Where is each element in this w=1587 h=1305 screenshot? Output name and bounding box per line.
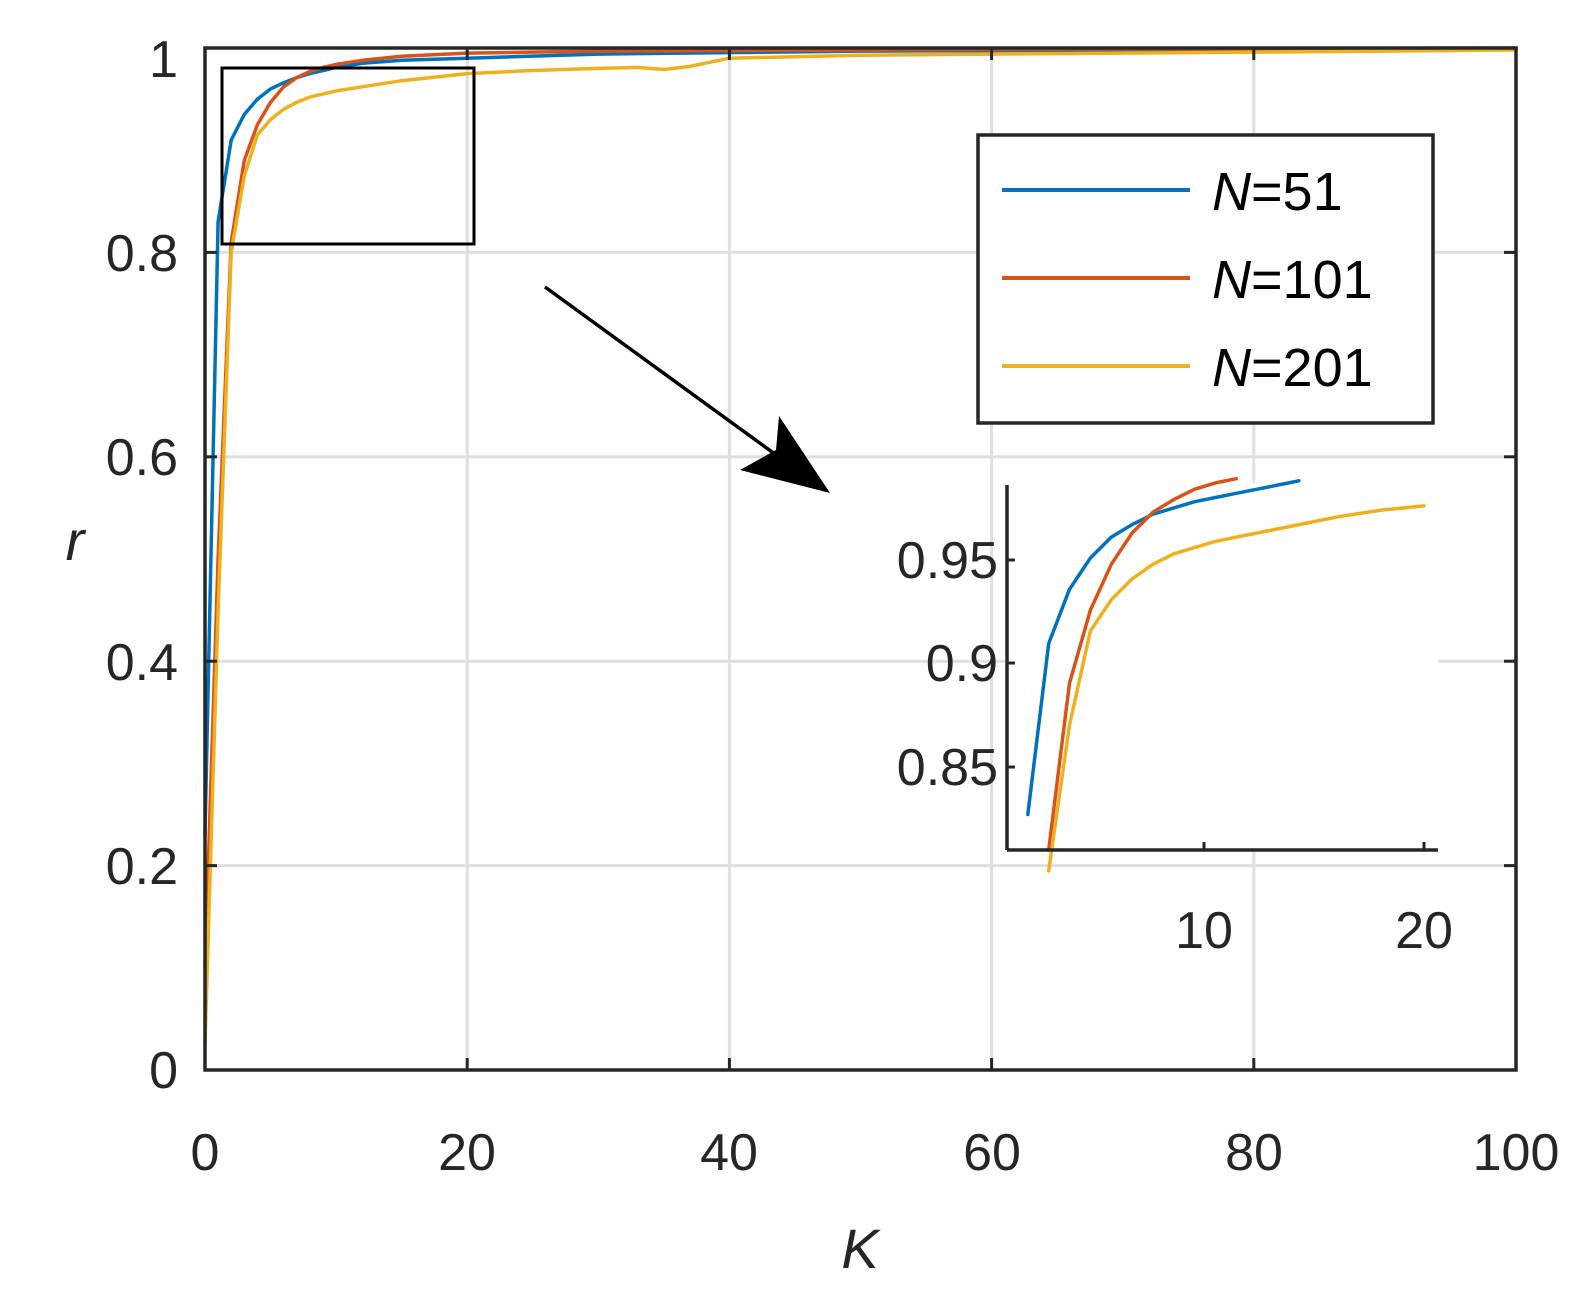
x-tick-label: 80 bbox=[1225, 1124, 1283, 1182]
inset-series-line bbox=[1046, 476, 1239, 852]
x-tick-label: 100 bbox=[1473, 1124, 1560, 1182]
y-tick-label: 0.8 bbox=[106, 225, 178, 283]
main-axes-frame bbox=[203, 46, 1518, 1072]
series-line-n51 bbox=[203, 47, 1518, 837]
legend-entry: N=101 bbox=[1002, 250, 1373, 310]
y-axis-label: r bbox=[66, 509, 87, 572]
legend-label: N=51 bbox=[1212, 162, 1343, 222]
inset-y-tick-label: 0.85 bbox=[897, 739, 998, 797]
inset-y-tick-label: 0.9 bbox=[926, 635, 998, 693]
main-ticks bbox=[203, 46, 1518, 1072]
x-tick-label: 40 bbox=[700, 1124, 758, 1182]
legend-label: N=101 bbox=[1212, 250, 1373, 310]
legend: N=51 N=101 N=201 bbox=[976, 133, 1435, 425]
zoom-arrow bbox=[543, 285, 830, 493]
y-tick-label: 0.2 bbox=[106, 838, 178, 896]
y-tick-label: 1 bbox=[149, 31, 178, 89]
inset-plot: 0.95 0.9 0.85 10 20 bbox=[897, 476, 1453, 960]
zoom-region-box bbox=[220, 66, 476, 246]
inset-series-lines bbox=[1026, 476, 1426, 873]
x-tick-label: 0 bbox=[191, 1124, 220, 1182]
inset-y-tick-label: 0.95 bbox=[897, 532, 998, 590]
inset-series-line bbox=[1046, 504, 1426, 873]
legend-label: N=201 bbox=[1212, 338, 1373, 398]
legend-entry: N=51 bbox=[1002, 162, 1343, 222]
y-tick-label: 0 bbox=[149, 1042, 178, 1100]
inset-x-tick-label: 10 bbox=[1175, 902, 1233, 960]
y-tick-label: 0.4 bbox=[106, 634, 178, 692]
x-tick-label: 60 bbox=[963, 1124, 1021, 1182]
inset-x-tick-label: 20 bbox=[1395, 902, 1453, 960]
x-tick-label: 20 bbox=[438, 1124, 496, 1182]
x-axis-label: K bbox=[841, 1217, 881, 1280]
y-tick-labels: 0 0.2 0.4 0.6 0.8 1 bbox=[106, 31, 178, 1100]
y-tick-label: 0.6 bbox=[106, 429, 178, 487]
legend-entry: N=201 bbox=[1002, 338, 1373, 398]
inset-series-line bbox=[1026, 479, 1301, 817]
x-tick-labels: 0 20 40 60 80 100 bbox=[191, 1124, 1560, 1182]
